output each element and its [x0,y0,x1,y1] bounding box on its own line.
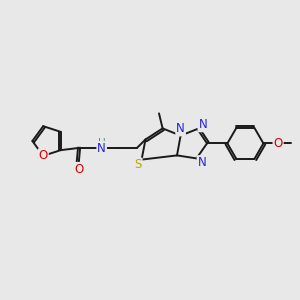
Text: N: N [197,156,206,169]
Text: O: O [74,163,83,176]
Text: N: N [198,118,207,131]
Text: O: O [274,137,283,150]
Text: S: S [134,158,142,172]
Text: N: N [176,122,185,136]
Text: H: H [98,138,106,148]
Text: O: O [39,149,48,162]
Text: N: N [97,142,106,155]
